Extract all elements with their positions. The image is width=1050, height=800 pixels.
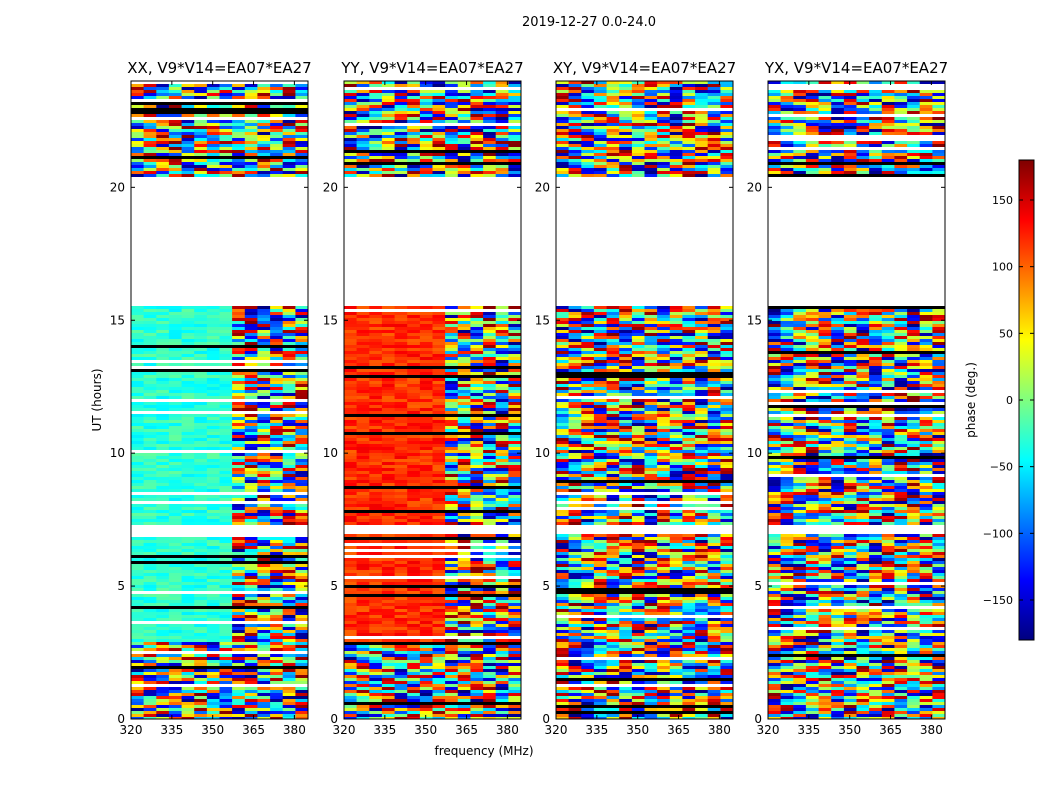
x-tick-label: 335 xyxy=(160,723,183,737)
x-tick-label: 350 xyxy=(626,723,649,737)
y-tick-label: 0 xyxy=(542,712,550,726)
colorbar-tick-label: −50 xyxy=(990,461,1013,474)
x-axis-label: frequency (MHz) xyxy=(434,744,533,758)
colorbar-tick-label: −100 xyxy=(983,527,1013,540)
panel-title: YX, V9*V14=EA07*EA27 xyxy=(764,59,948,77)
y-tick-label: 15 xyxy=(110,313,125,327)
panels: XX, V9*V14=EA07*EA27 320 335 350 365 380 0 5 10 1… xyxy=(90,59,948,758)
y-tick-label: 20 xyxy=(323,180,338,194)
panel-frame xyxy=(767,80,946,720)
colorbar-tick-label: 50 xyxy=(999,327,1013,340)
y-axis-label: UT (hours) xyxy=(90,368,104,431)
y-tick-label: 5 xyxy=(754,579,762,593)
x-tick-label: 350 xyxy=(201,723,224,737)
x-tick-label: 380 xyxy=(496,723,519,737)
y-tick-label: 0 xyxy=(117,712,125,726)
y-tick-label: 20 xyxy=(747,180,762,194)
x-tick-label: 335 xyxy=(585,723,608,737)
x-tick-label: 350 xyxy=(414,723,437,737)
colorbar-tick-label: 150 xyxy=(992,194,1013,207)
x-tick-label: 365 xyxy=(242,723,265,737)
x-tick-label: 365 xyxy=(879,723,902,737)
x-tick-label: 335 xyxy=(373,723,396,737)
y-tick-label: 10 xyxy=(323,446,338,460)
colorbar-label: phase (deg.) xyxy=(964,362,978,438)
y-tick-label: 5 xyxy=(117,579,125,593)
colorbar-tick-label: −150 xyxy=(983,594,1013,607)
y-tick-label: 0 xyxy=(754,712,762,726)
panel-frame xyxy=(555,80,734,720)
x-tick-label: 320 xyxy=(333,723,356,737)
y-tick-label: 10 xyxy=(747,446,762,460)
y-tick-label: 15 xyxy=(747,313,762,327)
y-tick-label: 20 xyxy=(535,180,550,194)
phase-image xyxy=(768,81,945,719)
x-tick-label: 380 xyxy=(283,723,306,737)
panel-frame xyxy=(130,80,309,720)
y-tick-label: 5 xyxy=(330,579,338,593)
panel-title: XY, V9*V14=EA07*EA27 xyxy=(553,59,736,77)
x-tick-label: 350 xyxy=(838,723,861,737)
phase-image xyxy=(131,81,308,719)
panel-2: YY, V9*V14=EA07*EA27 320 335 350 365 380 0 5 10 1… xyxy=(323,59,524,737)
y-tick-label: 0 xyxy=(330,712,338,726)
panel-3: XY, V9*V14=EA07*EA27 320 335 350 365 380 0 5 10 1… xyxy=(434,59,736,758)
x-tick-label: 320 xyxy=(120,723,143,737)
x-tick-label: 320 xyxy=(757,723,780,737)
colorbar-ticks: 150 100 50 0 −50 −100 −150 xyxy=(983,194,1034,607)
x-tick-label: 365 xyxy=(455,723,478,737)
panel-title: YY, V9*V14=EA07*EA27 xyxy=(340,59,523,77)
figure-suptitle: 2019-12-27 0.0-24.0 xyxy=(522,15,656,30)
y-tick-label: 10 xyxy=(110,446,125,460)
x-tick-label: 335 xyxy=(797,723,820,737)
panel-1: XX, V9*V14=EA07*EA27 320 335 350 365 380 0 5 10 1… xyxy=(90,59,312,737)
panel-4: YX, V9*V14=EA07*EA27 320 335 350 365 380 0 5 10 1… xyxy=(747,59,948,737)
y-tick-label: 15 xyxy=(535,313,550,327)
panel-title: XX, V9*V14=EA07*EA27 xyxy=(127,59,311,77)
x-tick-label: 380 xyxy=(708,723,731,737)
panel-frame xyxy=(343,80,522,720)
y-tick-label: 20 xyxy=(110,180,125,194)
colorbar-tick-label: 0 xyxy=(1006,394,1013,407)
x-tick-label: 380 xyxy=(920,723,943,737)
y-tick-label: 10 xyxy=(535,446,550,460)
y-tick-label: 5 xyxy=(542,579,550,593)
phase-image xyxy=(556,81,733,719)
phase-image xyxy=(344,81,521,719)
colorbar: 150 100 50 0 −50 −100 −150 phase (deg.) xyxy=(964,159,1035,641)
x-tick-label: 320 xyxy=(545,723,568,737)
colorbar-tick-label: 100 xyxy=(992,261,1013,274)
x-tick-label: 365 xyxy=(667,723,690,737)
y-tick-label: 15 xyxy=(323,313,338,327)
